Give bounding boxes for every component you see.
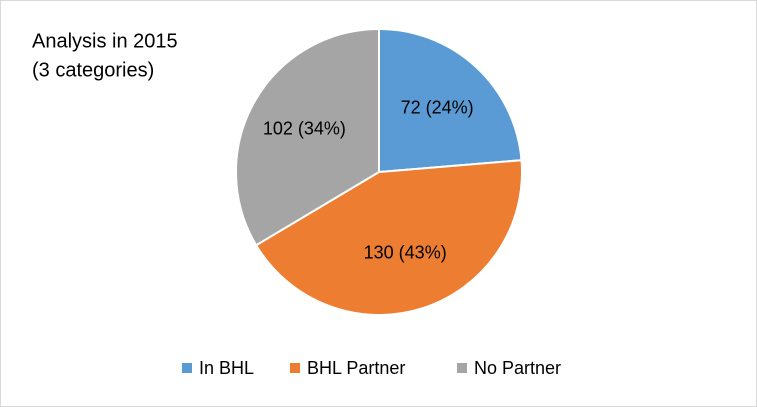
legend-label: In BHL [199, 358, 254, 378]
data-label: 102 (34%) [263, 118, 346, 138]
legend-swatch [457, 363, 467, 373]
legend-swatch [182, 363, 192, 373]
legend-label: BHL Partner [307, 358, 405, 378]
data-label: 130 (43%) [364, 242, 447, 262]
chart-title: Analysis in 2015 [32, 30, 178, 52]
chart-subtitle: (3 categories) [32, 59, 154, 81]
pie-slice [254, 159, 523, 317]
pie-slice [235, 27, 380, 247]
pie-slice [378, 27, 523, 174]
legend-label: No Partner [474, 358, 561, 378]
data-label: 72 (24%) [401, 98, 474, 118]
legend-swatch [290, 363, 300, 373]
